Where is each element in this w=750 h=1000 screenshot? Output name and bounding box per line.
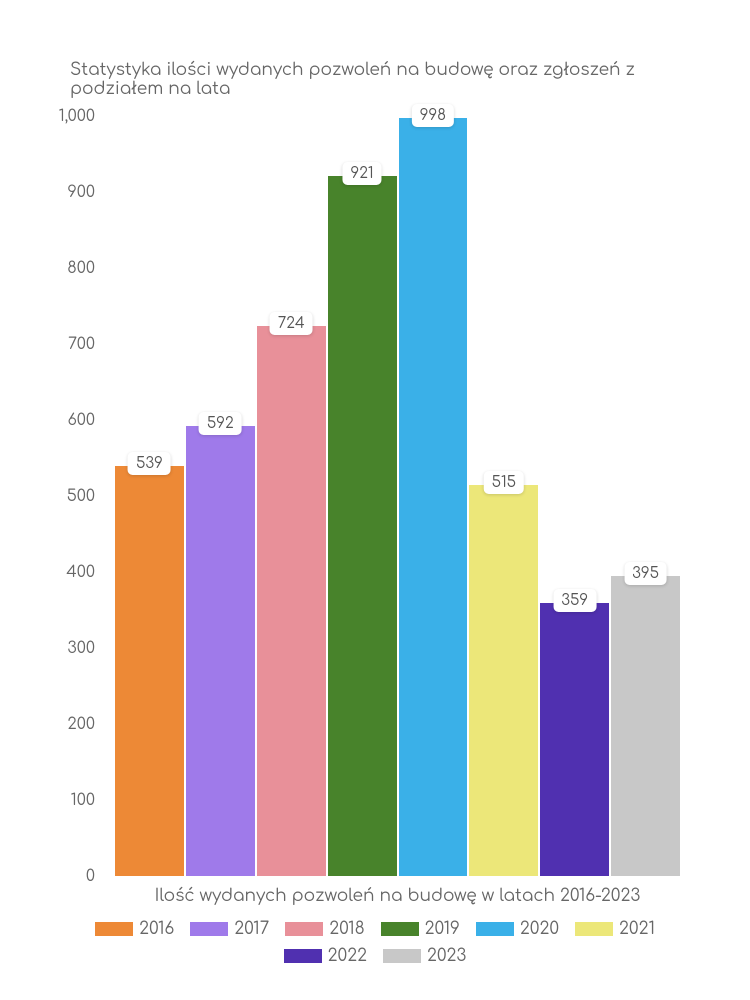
legend-label: 2019 [425,919,460,938]
legend-swatch [476,922,514,936]
bar: 724 [257,326,326,876]
chart-title: Statystyka ilości wydanych pozwoleń na b… [70,60,720,98]
y-tick: 600 [30,411,95,429]
legend-swatch [190,922,228,936]
bar: 359 [540,603,609,876]
y-tick: 1,000 [30,107,95,125]
bar-value-label: 539 [128,452,171,475]
y-tick: 200 [30,715,95,733]
y-tick: 100 [30,791,95,809]
legend-item: 2023 [383,946,466,965]
legend-item: 2019 [381,919,460,938]
legend-item: 2017 [190,919,269,938]
y-tick: 700 [30,335,95,353]
bar: 539 [115,466,184,876]
y-tick: 300 [30,639,95,657]
legend-label: 2023 [427,946,466,965]
bar: 515 [469,485,538,876]
bar: 592 [186,426,255,876]
bar-value-label: 359 [553,589,596,612]
legend-swatch [285,922,323,936]
legend: 2016 2017 2018 2019 2020 2021 2022 2023 [30,919,720,965]
bar-value-label: 515 [484,471,524,494]
legend-label: 2018 [329,919,364,938]
y-tick: 800 [30,259,95,277]
chart-container: Statystyka ilości wydanych pozwoleń na b… [0,0,750,1000]
legend-label: 2016 [139,919,174,938]
bar-value-label: 921 [343,162,382,185]
bar-value-label: 592 [199,412,242,435]
bar-value-label: 395 [624,562,667,585]
legend-label: 2022 [328,946,367,965]
y-tick: 0 [30,867,95,885]
legend-label: 2021 [619,919,655,938]
x-axis-label: Ilość wydanych pozwoleń na budowę w lata… [105,886,690,905]
legend-item: 2022 [284,946,367,965]
legend-swatch [95,922,133,936]
bar-value-label: 724 [270,312,313,335]
legend-item: 2020 [476,919,559,938]
y-tick: 500 [30,487,95,505]
legend-swatch [383,949,421,963]
bar-value-label: 998 [412,104,454,127]
plot-area: 01002003004005006007008009001,000 539592… [105,116,690,876]
legend-item: 2021 [575,919,655,938]
bars-group: 539592724921998515359395 [105,116,690,876]
bar: 921 [328,176,397,876]
legend-label: 2017 [234,919,269,938]
legend-item: 2016 [95,919,174,938]
legend-item: 2018 [285,919,364,938]
bar: 395 [611,576,680,876]
y-tick: 400 [30,563,95,581]
legend-swatch [284,949,322,963]
legend-swatch [381,922,419,936]
bar: 998 [399,118,468,876]
legend-label: 2020 [520,919,559,938]
y-tick: 900 [30,183,95,201]
legend-swatch [575,922,613,936]
